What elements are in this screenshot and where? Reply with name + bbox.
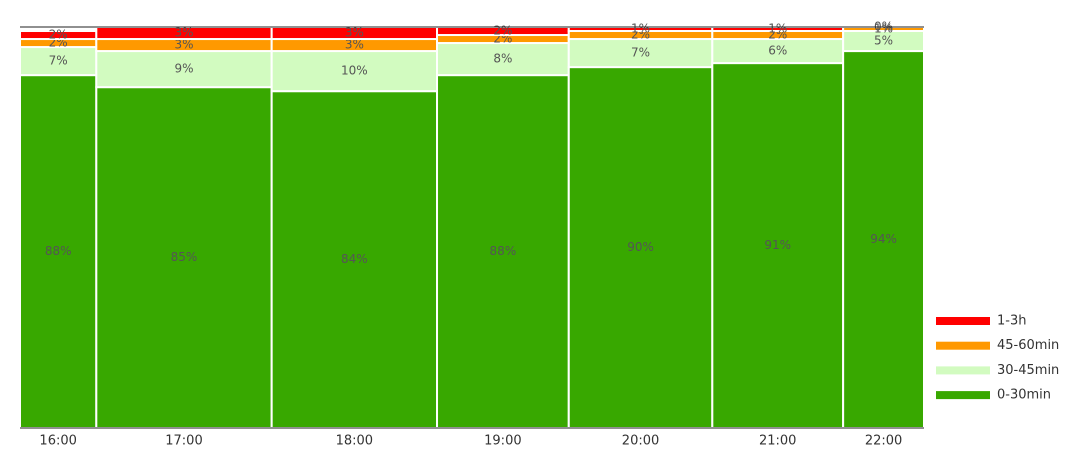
value-label: 1%	[768, 22, 787, 36]
x-tick-label: 20:00	[622, 434, 659, 449]
value-label: 1%	[631, 22, 650, 36]
legend-swatch	[936, 366, 990, 375]
segment	[19, 46, 98, 77]
value-label: 85%	[171, 250, 198, 264]
legend-label: 0-30min	[997, 388, 1051, 403]
value-label: 90%	[627, 240, 654, 254]
value-label: 5%	[874, 34, 893, 48]
value-label: 91%	[764, 238, 791, 252]
value-label: 2%	[49, 28, 68, 42]
value-label: 1%	[874, 22, 893, 36]
segment	[842, 50, 926, 430]
value-label: 94%	[870, 232, 897, 246]
value-label: 10%	[341, 64, 368, 78]
value-label: 7%	[49, 54, 68, 68]
x-tick-label: 17:00	[165, 434, 202, 449]
segment	[567, 66, 714, 429]
legend-label: 1-3h	[997, 314, 1026, 329]
value-label: 88%	[45, 244, 72, 258]
legend-label: 30-45min	[997, 363, 1059, 378]
segment	[711, 62, 845, 430]
value-label: 6%	[768, 44, 787, 58]
value-label: 84%	[341, 252, 368, 266]
value-label: 3%	[345, 26, 364, 40]
segment	[270, 90, 439, 429]
segment	[436, 42, 570, 77]
legend-label: 45-60min	[997, 338, 1059, 353]
value-label: 88%	[490, 244, 517, 258]
x-tick-label: 19:00	[484, 434, 521, 449]
segment	[19, 74, 98, 430]
value-label: 8%	[493, 52, 512, 66]
value-label: 2%	[493, 24, 512, 38]
legend-swatch	[936, 391, 990, 400]
value-label: 7%	[631, 46, 650, 60]
value-label: 9%	[174, 62, 193, 76]
x-tick-label: 16:00	[39, 434, 76, 449]
segment	[711, 38, 845, 65]
legend-swatch	[936, 317, 990, 325]
value-label: 3%	[174, 26, 193, 40]
legend-swatch	[936, 341, 990, 350]
x-tick-label: 21:00	[759, 434, 796, 449]
x-tick-label: 18:00	[336, 434, 373, 449]
value-label: 3%	[174, 38, 193, 52]
x-tick-label: 22:00	[865, 434, 902, 449]
value-label: 3%	[345, 38, 364, 52]
